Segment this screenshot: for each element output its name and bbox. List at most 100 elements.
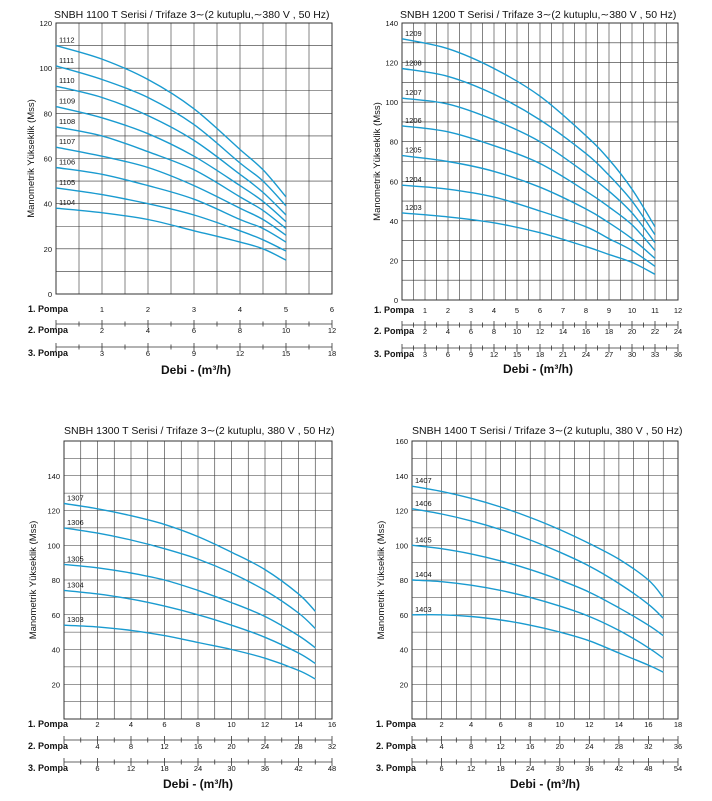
x-tick-label: 18 — [536, 350, 544, 359]
series-line-1110 — [55, 85, 287, 216]
chart-panel-1: SNBH 1100 T Serisi / Trifaze 3∼(2 kutupl… — [26, 9, 336, 377]
x-tick-label: 6 — [162, 720, 166, 729]
x-tick-label: 10 — [556, 720, 564, 729]
plot-frame — [55, 22, 333, 295]
series-line-1406 — [411, 508, 664, 619]
x-tick-label: 2 — [100, 326, 104, 335]
x-scale-row-3: 3. Pompa 6 12 18 24 30 36 42 48 54 — [376, 758, 682, 773]
y-tick-label: 0 — [48, 290, 52, 299]
grid — [411, 440, 679, 720]
x-tick-label: 16 — [328, 720, 336, 729]
x-tick-label: 16 — [526, 742, 534, 751]
x-tick-label: 14 — [559, 327, 567, 336]
y-tick-label: 80 — [390, 138, 398, 147]
series-line-1306 — [63, 527, 316, 630]
y-tick-label: 60 — [44, 155, 52, 164]
x-scale-row-3: 3. Pompa 3 6 9 12 15 18 — [28, 343, 336, 358]
series-line-1203 — [401, 212, 656, 275]
y-tick-label: 100 — [47, 541, 60, 550]
x-tick-label: 48 — [644, 764, 652, 773]
x-tick-label: 6 — [146, 349, 150, 358]
x-tick-label: 7 — [561, 306, 565, 315]
x-tick-label: 4 — [238, 305, 242, 314]
x-tick-label: 2 — [446, 306, 450, 315]
x-tick-label: 8 — [584, 306, 588, 315]
x-tick-label: 30 — [556, 764, 564, 773]
x-tick-label: 33 — [651, 350, 659, 359]
series-label-1307: 1307 — [67, 494, 84, 503]
x-tick-label: 8 — [196, 720, 200, 729]
x-tick-label: 36 — [261, 764, 269, 773]
series-label-1104: 1104 — [59, 198, 75, 207]
x-tick-label: 10 — [227, 720, 235, 729]
series-line-1304 — [63, 589, 316, 664]
y-tick-label: 20 — [44, 245, 52, 254]
x-tick-label: 24 — [585, 742, 593, 751]
x-tick-label: 12 — [496, 742, 504, 751]
y-tick-label: 100 — [39, 64, 52, 73]
series-label-1109: 1109 — [59, 97, 75, 106]
series-line-1104 — [55, 207, 287, 261]
x-scale-label: 1. Pompa — [28, 304, 69, 314]
x-tick-label: 8 — [238, 326, 242, 335]
x-scale-label: 3. Pompa — [374, 349, 415, 359]
y-tick-label: 140 — [47, 472, 60, 481]
x-tick-label: 12 — [160, 742, 168, 751]
x-tick-label: 6 — [330, 305, 334, 314]
x-scale-row-3: 3. Pompa 6 12 18 24 30 36 42 48 — [28, 758, 336, 773]
x-tick-label: 42 — [294, 764, 302, 773]
series-label-1304: 1304 — [67, 580, 84, 589]
series-line-1403 — [411, 613, 664, 673]
x-tick-label: 54 — [674, 764, 682, 773]
series-label-1207: 1207 — [405, 88, 422, 97]
series-line-1208 — [401, 67, 656, 236]
y-axis-label: Manometrik Yükseklik (Mss) — [26, 99, 37, 218]
chart-panel-2: SNBH 1200 T Serisi / Trifaze 3∼(2 kutupl… — [372, 9, 682, 376]
x-tick-label: 24 — [194, 764, 202, 773]
x-tick-label: 12 — [585, 720, 593, 729]
series-line-1106 — [55, 166, 287, 243]
y-tick-label: 20 — [52, 680, 60, 689]
x-scale-row-2: 2. Pompa 2 4 6 8 10 12 — [28, 320, 336, 335]
x-tick-label: 6 — [499, 720, 503, 729]
y-axis-label: Manometrik Yükseklik (Mss) — [372, 102, 383, 221]
x-tick-label: 36 — [585, 764, 593, 773]
series-line-1111 — [55, 65, 287, 207]
y-tick-label: 120 — [395, 507, 408, 516]
plot-frame — [63, 440, 333, 720]
series-label-1203: 1203 — [405, 203, 422, 212]
series-line-1108 — [55, 126, 287, 230]
y-tick-label: 120 — [39, 19, 52, 28]
x-scale-label: 1. Pompa — [376, 719, 417, 729]
x-tick-label: 12 — [467, 764, 475, 773]
x-axis-label: Debi - (m³/h) — [163, 777, 233, 791]
x-tick-label: 24 — [582, 350, 590, 359]
x-tick-label: 15 — [513, 350, 521, 359]
x-scale-label: 3. Pompa — [376, 763, 417, 773]
grid — [401, 22, 679, 301]
y-tick-label: 80 — [44, 109, 52, 118]
x-tick-label: 20 — [556, 742, 564, 751]
x-tick-label: 18 — [328, 349, 336, 358]
x-tick-label: 10 — [282, 326, 290, 335]
series-line-1207 — [401, 97, 656, 244]
x-tick-label: 21 — [559, 350, 567, 359]
x-tick-label: 12 — [261, 720, 269, 729]
x-axis-label: Debi - (m³/h) — [161, 363, 231, 377]
x-tick-label: 2 — [439, 720, 443, 729]
x-scale-row-1: 1. Pompa 2 4 6 8 10 12 14 16 — [28, 719, 336, 729]
x-tick-label: 20 — [227, 742, 235, 751]
y-axis-label: Manometrik Yükseklik (Mss) — [28, 521, 39, 640]
chart-panel-4: SNBH 1400 T Serisi / Trifaze 3∼(2 kutupl… — [376, 425, 682, 791]
series-line-1209 — [401, 38, 656, 228]
series-label-1303: 1303 — [67, 615, 84, 624]
chart-title: SNBH 1100 T Serisi / Trifaze 3∼(2 kutupl… — [54, 9, 330, 21]
x-tick-label: 30 — [227, 764, 235, 773]
y-tick-label: 80 — [52, 576, 60, 585]
x-tick-label: 32 — [328, 742, 336, 751]
series-line-1405 — [411, 544, 664, 637]
series-label-1305: 1305 — [67, 554, 84, 563]
y-tick-label: 160 — [395, 437, 408, 446]
chart-panel-3: SNBH 1300 T Serisi / Trifaze 3∼(2 kutupl… — [28, 425, 336, 791]
